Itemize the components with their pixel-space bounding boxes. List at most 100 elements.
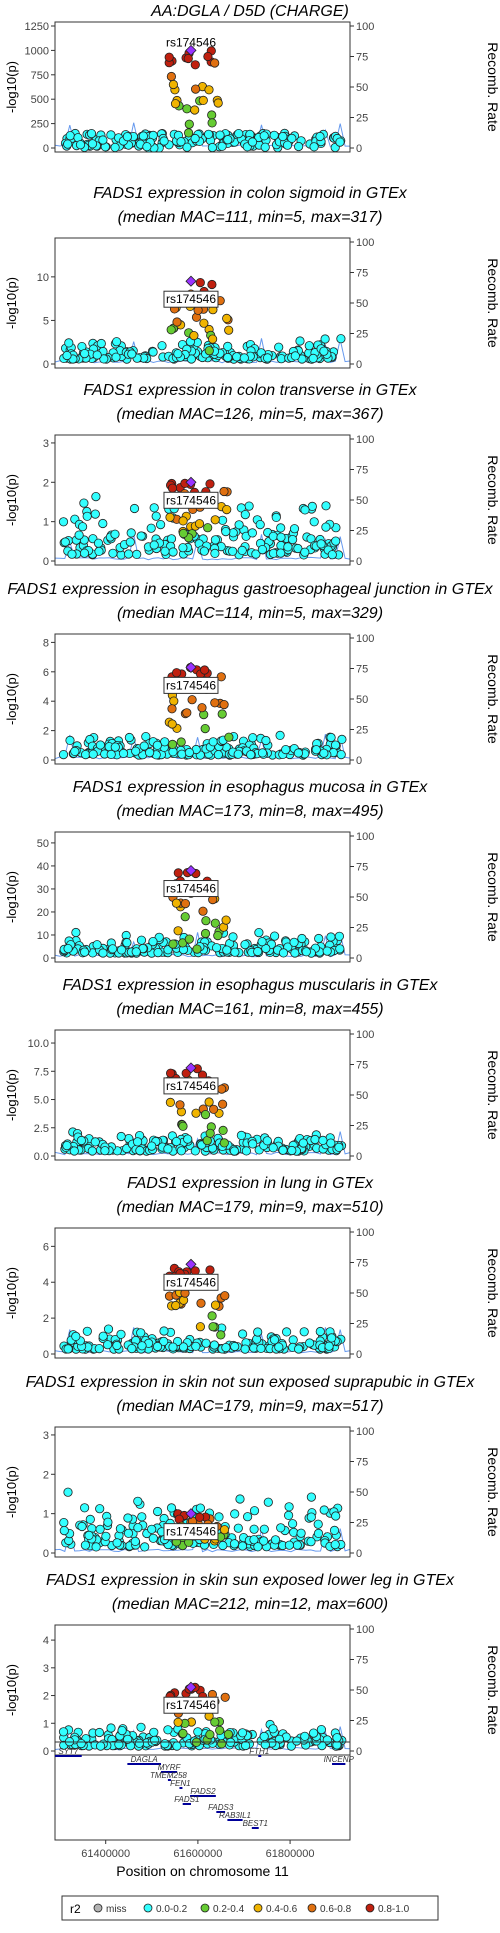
snp-point bbox=[283, 1510, 294, 1521]
snp-point bbox=[173, 1717, 183, 1727]
snp-point bbox=[178, 1728, 188, 1739]
legend-swatch bbox=[143, 1903, 153, 1913]
snp-point bbox=[292, 1736, 302, 1746]
snp-point bbox=[92, 350, 102, 360]
snp-point bbox=[190, 1146, 200, 1156]
panel-subtitle: (median MAC=111, min=5, max=317) bbox=[118, 209, 383, 226]
gene-track-frame bbox=[54, 1741, 351, 1841]
snp-point bbox=[182, 142, 192, 152]
panel-title: AA:DGLA / D5D (CHARGE) bbox=[150, 3, 349, 20]
legend-label: 0.2-0.4 bbox=[213, 1904, 245, 1915]
snp-point bbox=[257, 544, 267, 555]
snp-point bbox=[58, 1727, 69, 1737]
gene-label: FADS3 bbox=[208, 1803, 234, 1812]
gene-label: FADS1 bbox=[174, 1795, 199, 1804]
association-panel: FADS1 expression in colon transverse in … bbox=[4, 382, 500, 568]
y2-tick-label: 75 bbox=[356, 52, 368, 64]
lead-snp-label-box bbox=[163, 1523, 219, 1541]
snp-point bbox=[63, 1487, 73, 1497]
snp-point bbox=[64, 338, 74, 348]
panel-subtitle: (median MAC=114, min=5, max=329) bbox=[117, 605, 383, 622]
snp-point bbox=[289, 524, 300, 534]
snp-point bbox=[300, 547, 310, 557]
y-tick-label: 0 bbox=[43, 1548, 49, 1560]
y2-tick-label: 0 bbox=[356, 755, 362, 767]
snp-point bbox=[200, 665, 210, 675]
snp-point bbox=[205, 1730, 215, 1740]
snp-point bbox=[331, 536, 341, 546]
snp-point bbox=[65, 735, 75, 746]
y2-tick-label: 50 bbox=[356, 892, 368, 904]
snp-point bbox=[241, 1146, 251, 1156]
snp-point bbox=[210, 515, 220, 525]
snp-point bbox=[201, 916, 211, 926]
snp-point bbox=[112, 1538, 122, 1548]
association-panel: FADS1 expression in esophagus gastroesop… bbox=[4, 581, 500, 767]
association-panel: FADS1 expression in skin sun exposed low… bbox=[4, 1572, 500, 1758]
snp-point bbox=[292, 1540, 302, 1550]
snp-point bbox=[195, 1322, 205, 1332]
snp-point bbox=[293, 1344, 304, 1354]
snp-point bbox=[221, 915, 231, 925]
legend-label: 0.8-1.0 bbox=[378, 1904, 410, 1915]
snp-point bbox=[77, 1521, 87, 1532]
y-tick-label: 4 bbox=[43, 696, 49, 708]
lead-snp-label: rs174546 bbox=[166, 1079, 216, 1093]
snp-point bbox=[122, 132, 133, 142]
snp-point bbox=[173, 349, 183, 359]
snp-point bbox=[148, 347, 158, 357]
y-tick-label: 1 bbox=[43, 1509, 49, 1521]
snp-point bbox=[110, 142, 120, 152]
snp-point bbox=[112, 1340, 122, 1351]
snp-point bbox=[326, 732, 336, 743]
snp-point bbox=[223, 341, 233, 351]
lead-snp-point bbox=[185, 1258, 197, 1270]
y2-tick-label: 50 bbox=[356, 495, 368, 507]
y-axis-label: -log10(p) bbox=[4, 61, 19, 113]
snp-point bbox=[313, 1528, 324, 1539]
legend-label: 0.4-0.6 bbox=[266, 1904, 298, 1915]
snp-point bbox=[210, 918, 220, 928]
snp-point bbox=[82, 511, 92, 521]
snp-point bbox=[81, 749, 91, 760]
gene-label: BEST1 bbox=[243, 1819, 268, 1828]
gene-label: INCENP bbox=[324, 1755, 355, 1764]
snp-point bbox=[248, 1139, 258, 1149]
snp-point bbox=[123, 1513, 133, 1523]
snp-point bbox=[281, 1327, 292, 1337]
lead-snp-label-box bbox=[163, 1696, 219, 1714]
snp-point bbox=[309, 517, 319, 527]
snp-point bbox=[219, 486, 229, 497]
snp-point bbox=[153, 1506, 163, 1517]
y-tick-label: 1000 bbox=[25, 45, 49, 57]
snp-point bbox=[171, 1300, 181, 1311]
snp-point bbox=[173, 926, 183, 936]
snp-point bbox=[63, 139, 73, 149]
y2-tick-label: 25 bbox=[356, 526, 368, 538]
snp-point bbox=[335, 944, 345, 954]
lead-snp-point bbox=[185, 1508, 197, 1520]
snp-point bbox=[167, 483, 178, 493]
lead-snp-label-box bbox=[163, 676, 219, 694]
y2-axis-label: Recomb. Rate bbox=[485, 258, 500, 348]
lead-snp-label: rs174546 bbox=[166, 493, 216, 507]
snp-point bbox=[205, 479, 215, 489]
gene-label: FEN1 bbox=[170, 1779, 190, 1788]
lead-snp-label: rs174546 bbox=[166, 882, 216, 896]
snp-point bbox=[136, 1722, 146, 1732]
snp-point bbox=[240, 509, 250, 520]
snp-point bbox=[319, 1505, 329, 1515]
snp-point bbox=[304, 1338, 315, 1348]
snp-point bbox=[318, 1135, 328, 1146]
snp-point bbox=[88, 749, 98, 759]
y-tick-label: 3 bbox=[43, 1663, 49, 1675]
snp-point bbox=[95, 1504, 105, 1514]
y2-axis-label: Recomb. Rate bbox=[485, 852, 500, 942]
lead-snp-label: rs174546 bbox=[166, 1525, 216, 1539]
legend: r2 miss 0.0-0.2 0.2-0.4 0.4-0.6 0.6-0.8 0.8-1.… bbox=[61, 1895, 439, 1921]
snp-point bbox=[204, 129, 214, 139]
association-panel: FADS1 expression in colon sigmoid in GTE… bbox=[4, 185, 500, 371]
snp-point bbox=[135, 1146, 145, 1156]
